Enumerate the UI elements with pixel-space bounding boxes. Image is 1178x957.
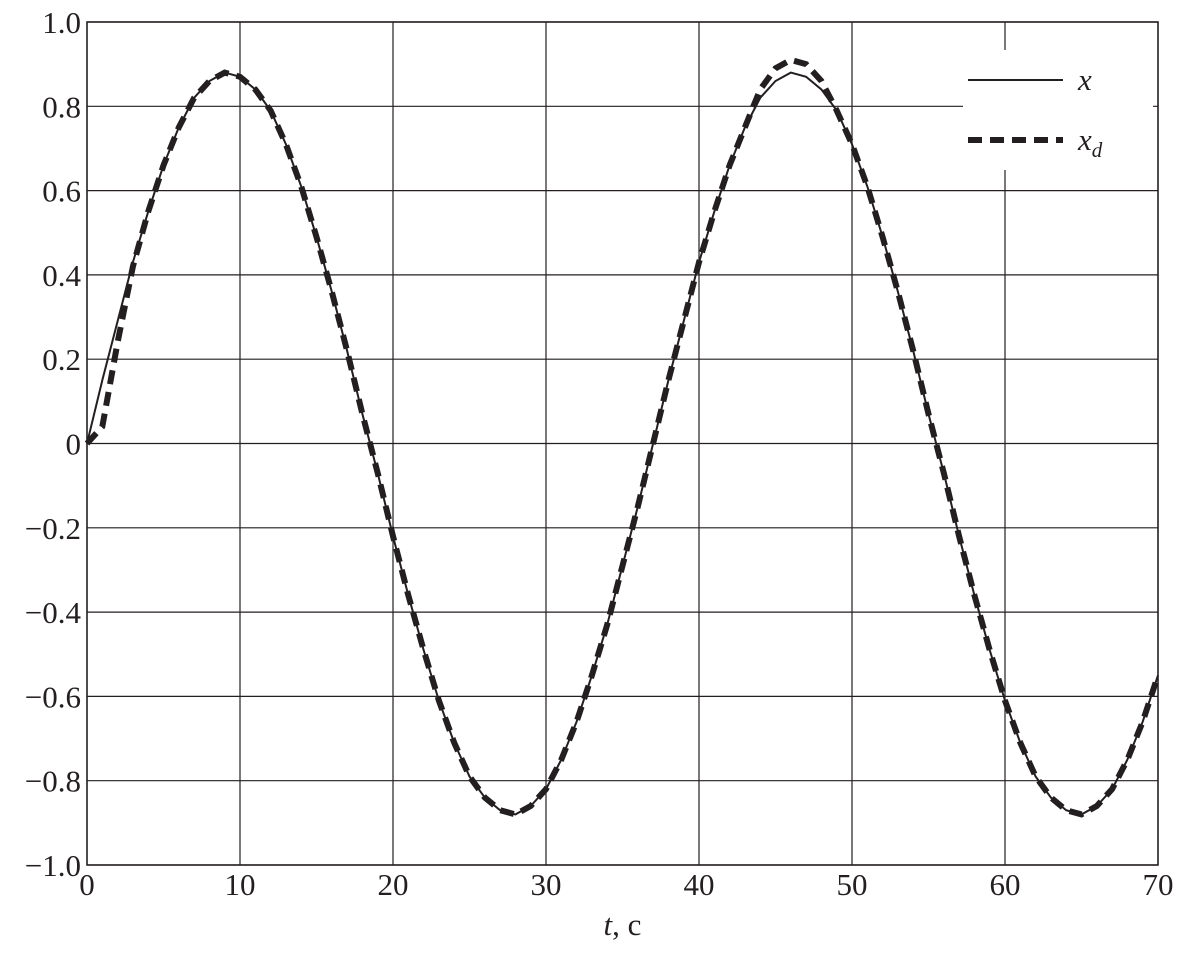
series-line	[84, 56, 1161, 818]
y-tick-label: 0.4	[42, 258, 81, 293]
x-tick-label: 40	[684, 867, 715, 902]
legend-label: xd	[1077, 122, 1103, 162]
x-tick-label: 30	[531, 867, 562, 902]
x-tick-label: 0	[79, 867, 95, 902]
y-tick-label: 0	[66, 427, 82, 462]
x-tick-label: 70	[1143, 867, 1174, 902]
x-tick-label: 20	[378, 867, 409, 902]
y-tick-label: −0.6	[25, 679, 81, 714]
y-tick-label: 0.6	[42, 174, 81, 209]
legend-label: x	[1077, 62, 1092, 97]
y-tick-label: 1.0	[42, 5, 81, 40]
y-tick-label: −1.0	[25, 848, 81, 883]
legend-box	[963, 50, 1153, 170]
y-tick-label: −0.8	[25, 764, 81, 799]
x-tick-label: 10	[225, 867, 256, 902]
y-tick-label: −0.2	[25, 511, 81, 546]
y-tick-label: −0.4	[25, 595, 82, 630]
x-axis-label: t, c	[604, 907, 642, 942]
y-tick-label: 0.8	[42, 89, 81, 124]
x-tick-label: 60	[990, 867, 1021, 902]
y-tick-label: 0.2	[42, 342, 81, 377]
x-tick-label: 50	[837, 867, 868, 902]
